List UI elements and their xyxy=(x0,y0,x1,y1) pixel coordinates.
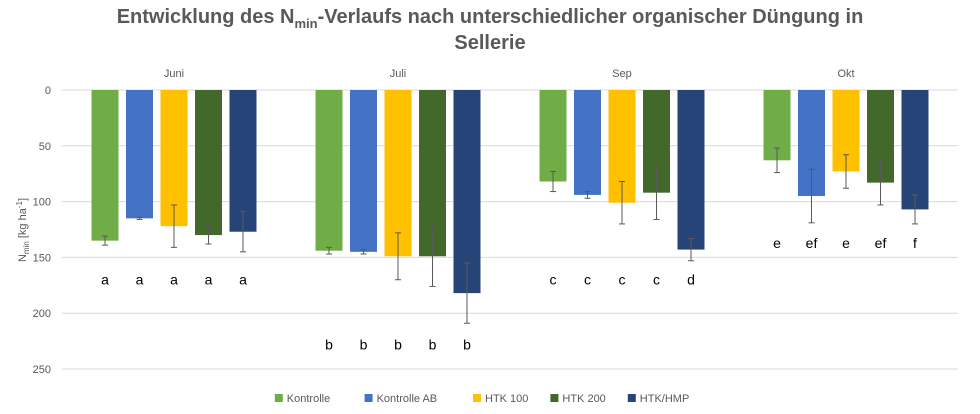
y-axis-label: Nmin [kg ha-1] xyxy=(15,198,31,262)
legend-swatch xyxy=(627,394,636,402)
significance-label: c xyxy=(653,272,660,288)
bar xyxy=(453,90,481,294)
chart-title: Entwicklung des Nmin-Verlaufs nach unter… xyxy=(117,6,864,54)
bar xyxy=(315,90,343,251)
significance-label: a xyxy=(239,272,247,288)
significance-label: a xyxy=(170,272,178,288)
chart-title-line2: Sellerie xyxy=(454,32,525,54)
category-label: Juni xyxy=(164,68,184,80)
significance-labels: a a a a a b b b b b c c c c d e ef e ef f xyxy=(101,235,917,353)
bar xyxy=(195,90,222,236)
chart-title-line1: Entwicklung des Nmin-Verlaufs nach unter… xyxy=(117,6,864,31)
legend-label: Kontrolle AB xyxy=(377,393,438,405)
legend-label: HTK/HMP xyxy=(640,393,690,405)
legend-swatch xyxy=(274,394,283,402)
bar xyxy=(539,90,567,182)
legend-label: HTK 200 xyxy=(562,393,605,405)
bar xyxy=(384,90,412,257)
category-label: Okt xyxy=(837,68,854,80)
bar xyxy=(677,90,705,250)
significance-label: a xyxy=(101,272,109,288)
y-tick-label: 150 xyxy=(33,252,51,264)
bar xyxy=(91,90,119,241)
significance-label: b xyxy=(463,336,471,352)
bars xyxy=(91,90,929,294)
bar xyxy=(229,90,257,232)
legend-label: Kontrolle xyxy=(287,393,330,405)
category-labels: Juni Juli Sep Okt xyxy=(164,68,855,80)
significance-label: ef xyxy=(875,235,887,251)
significance-label: f xyxy=(913,235,917,251)
error-bars xyxy=(102,147,918,324)
legend-swatch xyxy=(550,394,559,402)
significance-label: c xyxy=(550,272,557,288)
legend-label: HTK 100 xyxy=(485,393,528,405)
significance-label: ef xyxy=(806,235,818,251)
legend-swatch xyxy=(473,394,481,402)
significance-label: e xyxy=(842,235,850,251)
y-tick-label: 200 xyxy=(33,308,51,320)
legend: Kontrolle Kontrolle AB HTK 100 HTK 200 HTK/H… xyxy=(274,393,690,405)
significance-label: b xyxy=(325,336,333,352)
y-axis-ticks: 0 50 100 150 200 250 xyxy=(33,85,51,376)
bar xyxy=(160,90,188,227)
y-tick-label: 250 xyxy=(33,364,51,376)
y-tick-label: 0 xyxy=(45,85,51,97)
significance-label: b xyxy=(394,336,402,352)
category-label: Sep xyxy=(612,68,632,80)
significance-label: a xyxy=(205,272,213,288)
category-label: Juli xyxy=(390,68,407,80)
legend-swatch xyxy=(364,394,373,402)
y-tick-label: 100 xyxy=(33,197,51,209)
bar xyxy=(901,90,929,210)
significance-label: a xyxy=(136,272,144,288)
significance-label: d xyxy=(687,272,695,288)
significance-label: c xyxy=(619,272,626,288)
significance-label: b xyxy=(429,336,437,352)
bar xyxy=(126,90,153,219)
significance-label: b xyxy=(360,336,368,352)
significance-label: e xyxy=(773,235,781,251)
bar xyxy=(574,90,601,195)
y-tick-label: 50 xyxy=(39,141,51,153)
significance-label: c xyxy=(584,272,591,288)
bar xyxy=(350,90,377,252)
